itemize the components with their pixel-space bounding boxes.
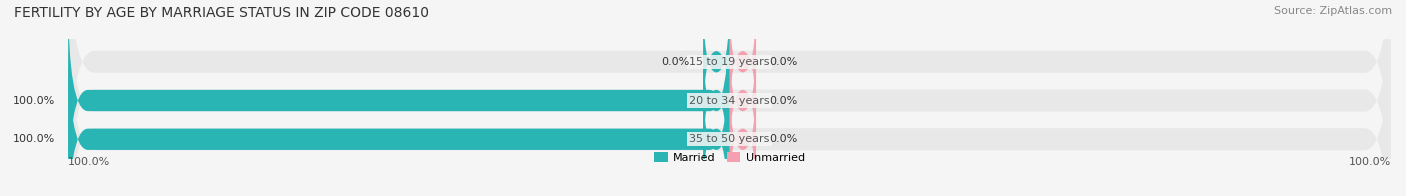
- FancyBboxPatch shape: [67, 34, 730, 196]
- Text: 0.0%: 0.0%: [662, 57, 690, 67]
- FancyBboxPatch shape: [67, 0, 730, 196]
- Text: 20 to 34 years: 20 to 34 years: [689, 95, 770, 105]
- FancyBboxPatch shape: [703, 73, 730, 196]
- Text: 15 to 19 years: 15 to 19 years: [689, 57, 770, 67]
- FancyBboxPatch shape: [730, 0, 756, 129]
- FancyBboxPatch shape: [703, 34, 730, 167]
- Text: 100.0%: 100.0%: [1348, 157, 1391, 167]
- Text: 100.0%: 100.0%: [13, 95, 55, 105]
- Text: 0.0%: 0.0%: [769, 134, 797, 144]
- FancyBboxPatch shape: [67, 0, 1391, 196]
- Text: 0.0%: 0.0%: [769, 57, 797, 67]
- FancyBboxPatch shape: [67, 0, 1391, 196]
- Text: 35 to 50 years: 35 to 50 years: [689, 134, 769, 144]
- Legend: Married, Unmarried: Married, Unmarried: [650, 148, 810, 168]
- FancyBboxPatch shape: [730, 73, 756, 196]
- FancyBboxPatch shape: [703, 0, 730, 129]
- Text: 100.0%: 100.0%: [13, 134, 55, 144]
- Text: Source: ZipAtlas.com: Source: ZipAtlas.com: [1274, 6, 1392, 16]
- FancyBboxPatch shape: [67, 0, 1391, 196]
- FancyBboxPatch shape: [730, 34, 756, 167]
- Text: 100.0%: 100.0%: [67, 157, 111, 167]
- Text: FERTILITY BY AGE BY MARRIAGE STATUS IN ZIP CODE 08610: FERTILITY BY AGE BY MARRIAGE STATUS IN Z…: [14, 6, 429, 20]
- Text: 0.0%: 0.0%: [769, 95, 797, 105]
